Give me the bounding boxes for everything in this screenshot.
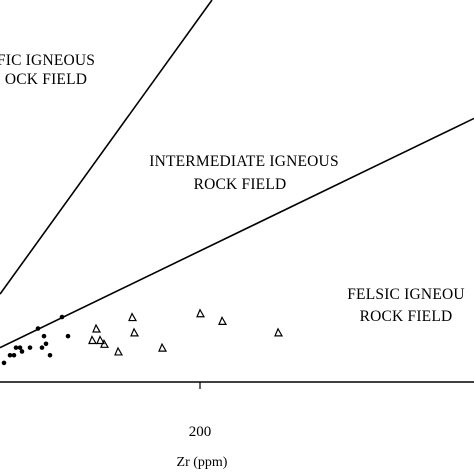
field-label-intermediate-line1: INTERMEDIATE IGNEOUS — [149, 153, 339, 170]
boundary-line-mafic-intermediate — [0, 0, 213, 295]
circle-point-2 — [11, 352, 17, 358]
x-axis-title: Zr (ppm) — [177, 455, 228, 470]
field-labels: FIC IGNEOUS OCK FIELD INTERMEDIATE IGNEO… — [0, 52, 465, 325]
triangle-point-2 — [96, 335, 106, 345]
triangle-point-6 — [130, 327, 140, 337]
circle-point-13 — [65, 333, 71, 339]
triangle-point-0 — [88, 335, 98, 345]
triangle-point-1 — [92, 323, 102, 333]
field-label-mafic-line1: FIC IGNEOUS — [0, 52, 95, 69]
x-tick-label-200: 200 — [189, 424, 212, 440]
circle-point-4 — [17, 345, 23, 350]
circle-point-11 — [47, 352, 53, 358]
triangle-point-3 — [100, 338, 110, 348]
circle-point-12 — [59, 314, 65, 320]
circle-point-5 — [19, 349, 25, 354]
triangle-point-7 — [158, 342, 168, 352]
field-label-intermediate-line2: ROCK FIELD — [194, 176, 287, 193]
circle-point-9 — [41, 333, 47, 339]
triangle-point-5 — [128, 312, 138, 322]
triangle-point-4 — [114, 346, 124, 356]
triangle-point-10 — [274, 327, 284, 337]
circle-point-10 — [43, 341, 49, 347]
boundary-line-intermediate-felsic — [0, 117, 474, 349]
triangle-point-9 — [218, 316, 228, 325]
circle-point-1 — [7, 352, 13, 358]
triangle-point-8 — [196, 308, 206, 318]
circle-point-8 — [39, 345, 45, 350]
circle-point-0 — [1, 360, 7, 366]
circle-point-3 — [13, 345, 19, 350]
field-boundaries — [0, 0, 474, 349]
data-points — [1, 308, 284, 366]
circle-point-6 — [27, 345, 33, 350]
axes: 200 Zr (ppm) — [0, 381, 474, 470]
circle-point-7 — [35, 326, 41, 331]
field-label-felsic-line2: ROCK FIELD — [360, 308, 453, 325]
field-label-felsic-line1: FELSIC IGNEOU — [347, 286, 465, 303]
field-label-mafic-line2: OCK FIELD — [5, 71, 87, 88]
